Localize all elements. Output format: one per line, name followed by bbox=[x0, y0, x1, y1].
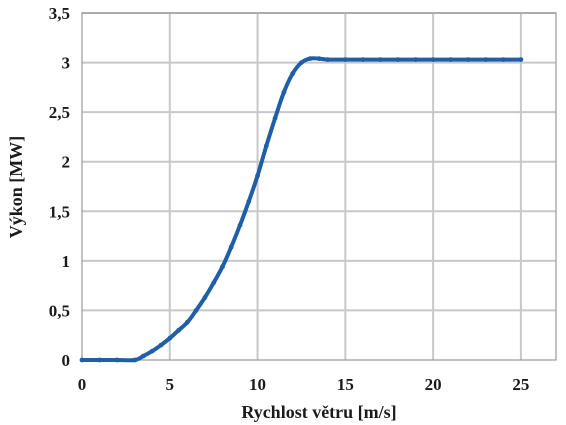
data-point bbox=[246, 199, 252, 204]
data-point bbox=[299, 60, 304, 65]
power-curve-line bbox=[80, 56, 523, 363]
y-tick-label: 1,5 bbox=[49, 202, 70, 221]
data-point bbox=[176, 327, 182, 333]
y-tick-label: 2,5 bbox=[49, 103, 70, 122]
y-tick-label: 2 bbox=[62, 153, 71, 172]
data-point bbox=[483, 57, 489, 62]
data-point bbox=[149, 348, 155, 354]
data-point bbox=[220, 264, 225, 270]
data-point bbox=[360, 57, 366, 62]
data-point bbox=[307, 56, 313, 61]
data-point bbox=[342, 57, 348, 62]
x-tick-label: 0 bbox=[78, 375, 87, 394]
series-group bbox=[79, 56, 524, 363]
data-point bbox=[325, 57, 331, 62]
y-tick-label: 0 bbox=[62, 351, 71, 370]
x-tick-label: 10 bbox=[249, 375, 266, 394]
data-point bbox=[184, 319, 190, 325]
y-tick-label: 0,5 bbox=[49, 301, 70, 320]
y-axis-title: Výkon [MW] bbox=[6, 136, 26, 239]
data-point bbox=[193, 308, 199, 313]
data-point bbox=[290, 71, 296, 76]
y-tick-label: 3,5 bbox=[49, 4, 70, 23]
data-point bbox=[316, 56, 322, 61]
data-point bbox=[378, 57, 383, 62]
data-point bbox=[395, 57, 401, 62]
grid bbox=[82, 12, 556, 360]
data-point bbox=[255, 173, 260, 179]
data-point bbox=[413, 57, 418, 62]
x-tick-label: 15 bbox=[337, 375, 354, 394]
data-point bbox=[97, 357, 102, 363]
data-point bbox=[202, 295, 208, 300]
data-point bbox=[465, 57, 471, 62]
data-point bbox=[211, 280, 217, 286]
plot-area-frame bbox=[81, 12, 557, 361]
data-point bbox=[132, 357, 138, 363]
data-point bbox=[237, 222, 243, 228]
data-point bbox=[263, 143, 269, 149]
x-tick-label: 5 bbox=[166, 375, 175, 394]
y-tick-label: 3 bbox=[62, 54, 71, 73]
y-tick-label: 1 bbox=[62, 252, 71, 271]
data-point bbox=[114, 357, 120, 363]
data-point bbox=[79, 357, 85, 363]
data-point bbox=[518, 57, 524, 62]
data-point bbox=[448, 57, 454, 62]
data-point bbox=[281, 89, 287, 95]
x-tick-label: 20 bbox=[425, 375, 442, 394]
data-point bbox=[228, 244, 234, 250]
data-point bbox=[141, 353, 146, 359]
data-point bbox=[500, 57, 506, 62]
data-point bbox=[158, 342, 164, 348]
x-axis-title: Rychlost větru [m/s] bbox=[241, 402, 396, 422]
data-point bbox=[430, 57, 436, 62]
data-point bbox=[272, 115, 278, 121]
data-point bbox=[167, 335, 173, 341]
tick-labels: 0 0,5 1 1,5 2 2,5 3 3,5 0 5 10 15 20 25 bbox=[49, 4, 530, 394]
x-tick-label: 25 bbox=[512, 375, 529, 394]
